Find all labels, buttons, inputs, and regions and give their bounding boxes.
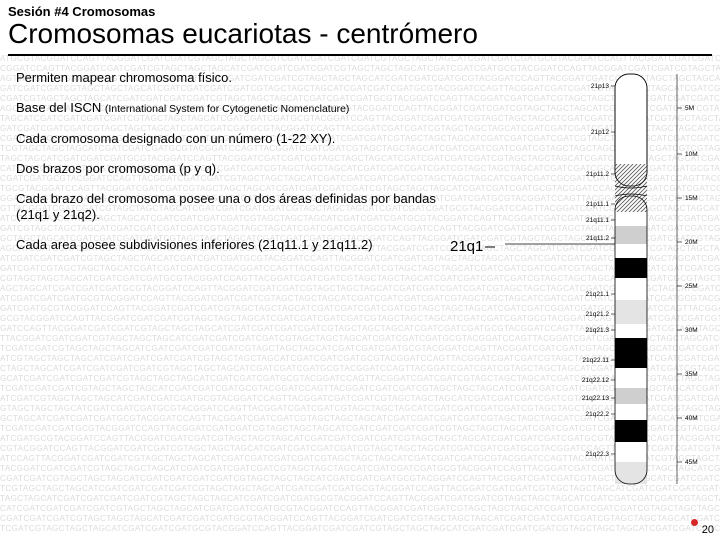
svg-text:21q22.11: 21q22.11: [582, 357, 609, 364]
svg-text:21q22.13: 21q22.13: [582, 395, 609, 402]
svg-text:21q21.2: 21q21.2: [586, 311, 610, 318]
page-number: 20: [702, 524, 714, 536]
bullet: Cada area posee subdivisiones inferiores…: [16, 237, 436, 253]
svg-text:21q22.3: 21q22.3: [586, 451, 610, 458]
svg-text:21q21.1: 21q21.1: [586, 291, 610, 298]
svg-text:21p13: 21p13: [591, 83, 609, 90]
body-text: Permiten mapear chromosoma físico. Base d…: [16, 70, 436, 267]
bullet: Permiten mapear chromosoma físico.: [16, 70, 436, 86]
bullet: Base del ISCN (International System for …: [16, 100, 436, 117]
ideogram: 21p13 21p12 21p11.2 21p11.1 21q11.1 21q11.2 21…: [505, 68, 715, 498]
accent-dot: [691, 519, 698, 526]
bullet: Cada cromosoma designado con un número (…: [16, 131, 436, 147]
svg-text:21q22.12: 21q22.12: [582, 377, 609, 384]
callout-label: 21q1: [450, 238, 495, 255]
session-label: Sesión #4 Cromosomas: [8, 4, 155, 19]
svg-text:21p12: 21p12: [591, 129, 609, 136]
svg-text:21q21.3: 21q21.3: [586, 327, 610, 334]
svg-text:21q11.2: 21q11.2: [586, 235, 609, 242]
bullet: Dos brazos por cromosoma (p y q).: [16, 161, 436, 177]
title-underline: [8, 54, 712, 56]
svg-text:21p11.2: 21p11.2: [586, 171, 609, 178]
svg-text:35M: 35M: [685, 371, 698, 378]
bullet: Cada brazo del cromosoma posee una o dos…: [16, 191, 436, 223]
svg-text:21p11.1: 21p11.1: [586, 201, 609, 208]
svg-text:10M: 10M: [685, 151, 698, 158]
svg-text:30M: 30M: [685, 327, 698, 334]
svg-text:21q22.2: 21q22.2: [586, 411, 610, 418]
svg-text:45M: 45M: [685, 459, 698, 466]
svg-text:40M: 40M: [685, 415, 698, 422]
page-title: Cromosomas eucariotas - centrómero: [8, 18, 478, 50]
svg-text:21q11.1: 21q11.1: [586, 217, 609, 224]
svg-text:5M: 5M: [685, 105, 694, 112]
svg-text:15M: 15M: [685, 195, 698, 202]
svg-text:20M: 20M: [685, 239, 698, 246]
svg-text:25M: 25M: [685, 283, 698, 290]
